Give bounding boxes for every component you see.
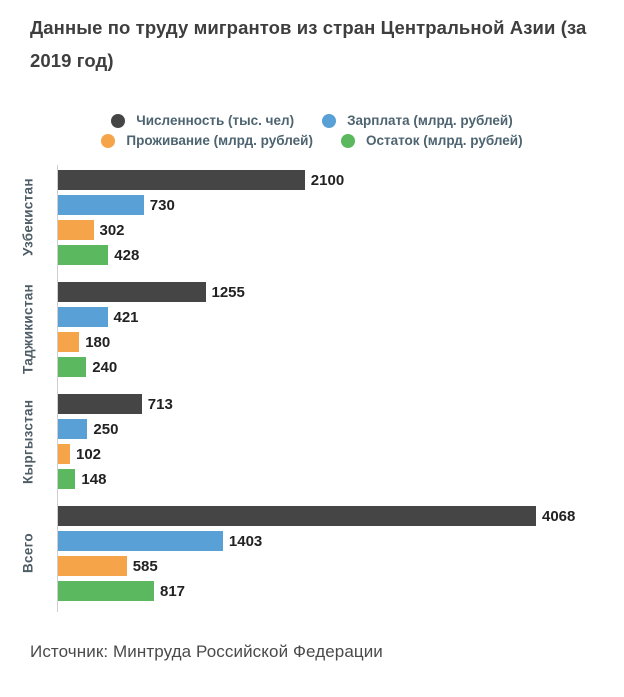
bar bbox=[58, 245, 109, 265]
bar-value-label: 4068 bbox=[542, 507, 576, 525]
bars-stack: 1255 421 180 240 bbox=[58, 282, 624, 377]
bar-value-label: 180 bbox=[85, 333, 111, 351]
category-label: Всего bbox=[20, 533, 36, 574]
bar-groups: Узбекистан 2100 730 302 428 Таджикистан 1255 42… bbox=[21, 170, 624, 601]
y-axis-line bbox=[57, 165, 58, 612]
bar-row: 148 bbox=[58, 469, 624, 489]
legend-label: Зарплата (млрд. рублей) bbox=[347, 113, 513, 128]
legend-item: Численность (тыс. чел) bbox=[111, 113, 294, 128]
bars-stack: 713 250 102 148 bbox=[58, 394, 624, 489]
bar-value-label: 102 bbox=[76, 445, 102, 463]
bar-row: 585 bbox=[58, 556, 624, 576]
bar-row: 2100 bbox=[58, 170, 624, 190]
bar-chart: Узбекистан 2100 730 302 428 Таджикистан 1255 42… bbox=[0, 165, 624, 615]
legend-swatch-icon bbox=[101, 133, 116, 148]
bar-row: 302 bbox=[58, 220, 624, 240]
bar-value-label: 302 bbox=[99, 221, 125, 239]
bar-value-label: 250 bbox=[93, 420, 119, 438]
bar-value-label: 1403 bbox=[228, 532, 263, 550]
bar bbox=[58, 282, 206, 302]
bar-group: Всего 4068 1403 585 817 bbox=[21, 506, 624, 601]
bar-value-label: 148 bbox=[81, 470, 107, 488]
category-label: Узбекистан bbox=[20, 178, 36, 257]
bar-row: 240 bbox=[58, 357, 624, 377]
bar bbox=[58, 394, 142, 414]
legend-row: Численность (тыс. чел) Зарплата (млрд. ру… bbox=[111, 113, 513, 128]
bar-value-label: 240 bbox=[92, 358, 118, 376]
bar bbox=[58, 444, 70, 464]
bar bbox=[58, 357, 87, 377]
source-note: Источник: Минтруда Российской Федерации bbox=[30, 642, 383, 661]
legend-swatch-icon bbox=[340, 133, 355, 148]
legend-item: Остаток (млрд. рублей) bbox=[340, 133, 523, 148]
bar bbox=[58, 531, 223, 551]
bar bbox=[58, 556, 127, 576]
legend-label: Остаток (млрд. рублей) bbox=[365, 133, 523, 148]
bar-row: 4068 bbox=[58, 506, 624, 526]
bar-value-label: 2100 bbox=[310, 171, 345, 189]
bars-stack: 2100 730 302 428 bbox=[58, 170, 624, 265]
bar bbox=[58, 307, 108, 327]
bar bbox=[58, 195, 144, 215]
legend-row: Проживание (млрд. рублей) Остаток (млрд. … bbox=[101, 133, 523, 148]
bar bbox=[58, 581, 154, 601]
bar-value-label: 428 bbox=[114, 246, 140, 264]
bar-value-label: 585 bbox=[132, 557, 158, 575]
bar-value-label: 730 bbox=[149, 196, 175, 214]
bar-group: Таджикистан 1255 421 180 240 bbox=[21, 282, 624, 377]
category-label: Кыргызстан bbox=[20, 399, 36, 484]
bar-value-label: 817 bbox=[160, 582, 186, 600]
legend: Численность (тыс. чел) Зарплата (млрд. ру… bbox=[0, 113, 624, 148]
bar-row: 180 bbox=[58, 332, 624, 352]
bars-stack: 4068 1403 585 817 bbox=[58, 506, 624, 601]
bar-row: 817 bbox=[58, 581, 624, 601]
bar bbox=[58, 469, 76, 489]
legend-swatch-icon bbox=[322, 113, 337, 128]
bar bbox=[58, 332, 80, 352]
chart-title: Данные по труду мигрантов из стран Центр… bbox=[30, 17, 587, 71]
bar-value-label: 1255 bbox=[211, 283, 245, 301]
legend-item: Проживание (млрд. рублей) bbox=[101, 133, 313, 148]
bar bbox=[58, 506, 536, 526]
bar-row: 421 bbox=[58, 307, 624, 327]
bar-value-label: 713 bbox=[147, 395, 173, 413]
legend-label: Проживание (млрд. рублей) bbox=[126, 133, 313, 148]
bar-row: 713 bbox=[58, 394, 624, 414]
bar bbox=[58, 170, 305, 190]
bar-row: 730 bbox=[58, 195, 624, 215]
bar-row: 102 bbox=[58, 444, 624, 464]
bar-row: 428 bbox=[58, 245, 624, 265]
category-label: Таджикистан bbox=[20, 284, 36, 375]
bar-group: Кыргызстан 713 250 102 148 bbox=[21, 394, 624, 489]
bar-row: 1255 bbox=[58, 282, 624, 302]
bar-row: 1403 bbox=[58, 531, 624, 551]
legend-swatch-icon bbox=[111, 113, 126, 128]
legend-label: Численность (тыс. чел) bbox=[136, 113, 295, 128]
bar-value-label: 421 bbox=[113, 308, 139, 326]
bar-group: Узбекистан 2100 730 302 428 bbox=[21, 170, 624, 265]
bar bbox=[58, 419, 88, 439]
legend-item: Зарплата (млрд. рублей) bbox=[322, 113, 513, 128]
bar bbox=[58, 220, 94, 240]
bar-row: 250 bbox=[58, 419, 624, 439]
